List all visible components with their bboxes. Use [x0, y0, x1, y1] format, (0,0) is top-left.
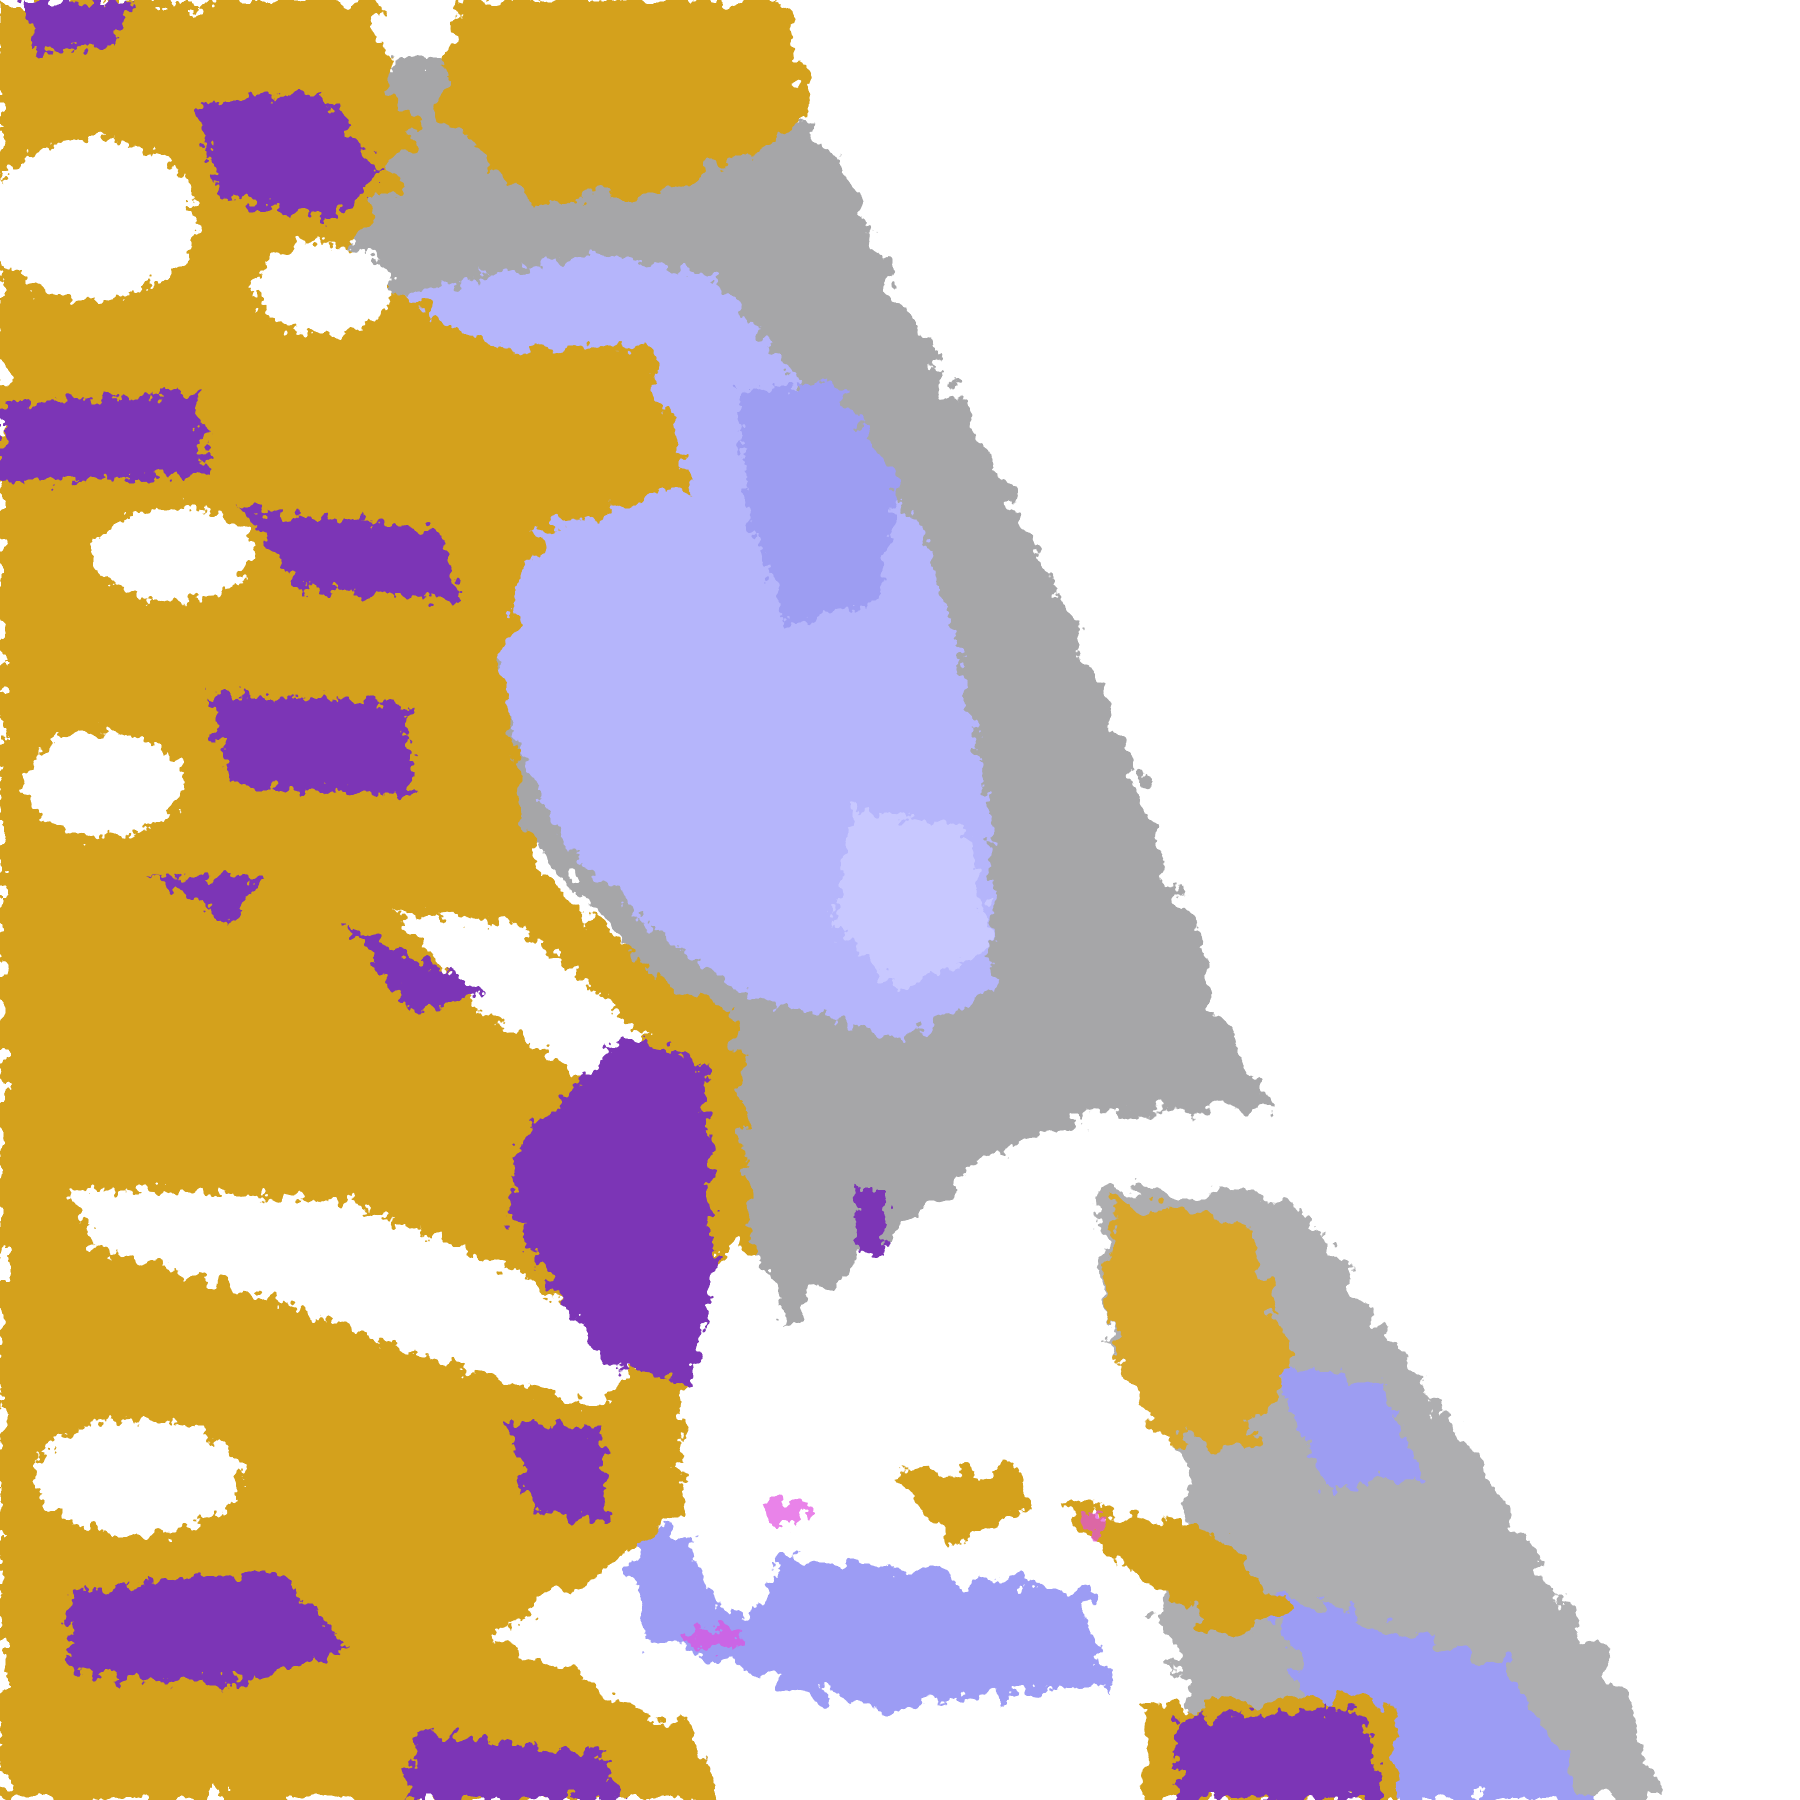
purple-patch — [1176, 1707, 1385, 1800]
gold-region — [1107, 1200, 1293, 1454]
clear-patch — [23, 732, 185, 837]
magenta-patch — [686, 1626, 745, 1650]
gold-region — [1061, 1500, 1293, 1639]
magenta-patch — [761, 1497, 808, 1526]
gold-region — [438, 0, 808, 208]
purple-patch — [403, 1730, 624, 1800]
purple-patch — [346, 923, 485, 1016]
clear-patch — [392, 911, 647, 1085]
clear-patch — [34, 1419, 243, 1535]
purple-patch — [0, 392, 208, 485]
purple-patch — [507, 1419, 612, 1524]
clear-patch — [92, 507, 254, 600]
purple-patch — [207, 692, 416, 797]
purple-patch — [242, 507, 462, 600]
clear-patch — [69, 1188, 647, 1408]
magenta-specks — [686, 1497, 1108, 1650]
clear-patch — [0, 138, 197, 300]
purple-patch — [150, 876, 266, 924]
gold-region — [900, 1465, 1027, 1547]
purple-patch — [507, 1038, 716, 1385]
purple-cloud — [0, 0, 1385, 1800]
lavender-region — [738, 380, 900, 624]
clear-sky — [0, 138, 797, 1616]
purple-patch — [69, 1569, 347, 1685]
magenta-patch — [1084, 1509, 1108, 1537]
clear-patch — [680, 1246, 797, 1616]
purple-patch — [23, 0, 127, 52]
lavender-region — [830, 807, 993, 993]
purple-patch — [853, 1188, 889, 1258]
clear-patch — [253, 242, 393, 335]
purple-patch — [196, 92, 381, 220]
lavender-region — [1269, 1361, 1420, 1489]
